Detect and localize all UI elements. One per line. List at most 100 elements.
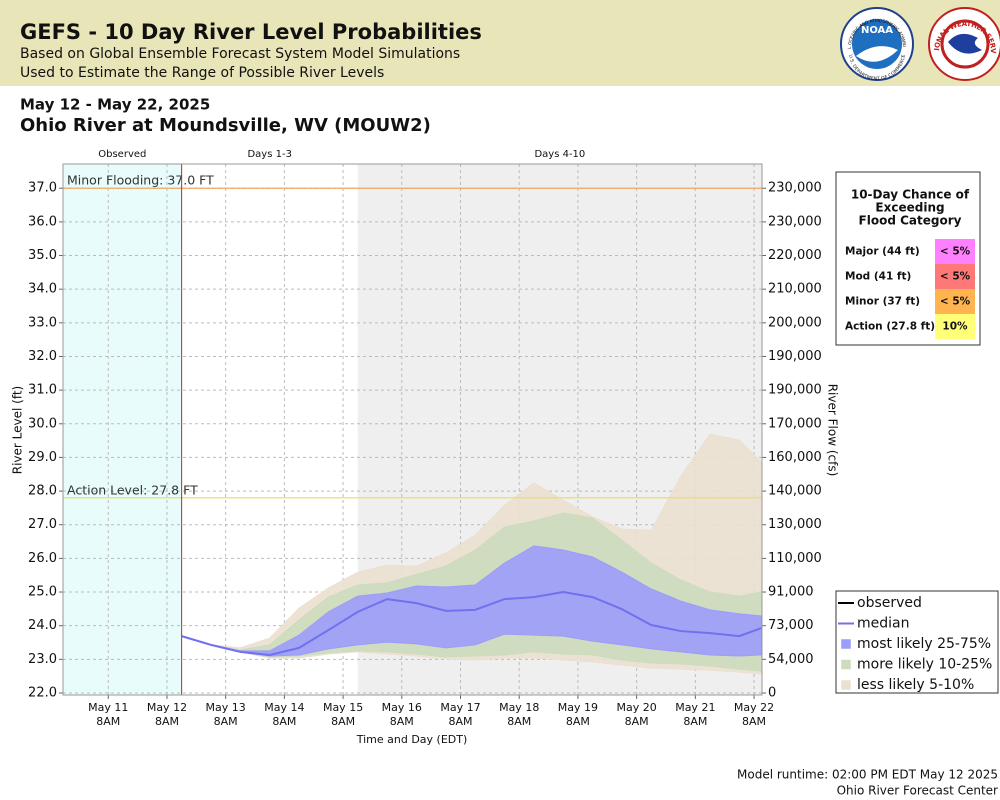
y-tick-label: 26.0 [28,551,57,566]
y-tick-label: 27.0 [28,517,57,532]
x-tick-label: 8AM [331,715,355,728]
y2-tick-label: 200,000 [768,315,822,330]
region [63,164,182,695]
legend-label: median [857,616,909,632]
y2-tick-label: 210,000 [768,282,822,297]
band [181,545,762,657]
region-label: Observed [98,149,146,160]
y-tick-label: 32.0 [28,349,57,364]
x-tick-label: May 15 [323,701,363,714]
logo-text: NOAA [861,25,893,36]
x-tick-label: 8AM [96,715,120,728]
y2-tick-label: 54,000 [768,652,814,667]
y-tick-label: 31.0 [28,383,57,398]
y2-tick-label: 140,000 [768,484,822,499]
y2-tick-label: 91,000 [768,585,814,600]
legend-swatch [841,639,851,649]
x-tick-label: 8AM [625,715,649,728]
subtitle: Based on Global Ensemble Forecast System… [20,46,460,62]
threshold-label: Action Level: 27.8 FT [67,482,198,497]
x-tick-label: 8AM [566,715,590,728]
x-tick-label: 8AM [742,715,766,728]
y-tick-label: 23.0 [28,652,57,667]
x-tick-label: May 11 [88,701,128,714]
x-tick-label: 8AM [448,715,472,728]
y-tick-label: 28.0 [28,484,57,499]
y-tick-label: 33.0 [28,315,57,330]
x-tick-label: May 20 [617,701,657,714]
title: GEFS - 10 Day River Level Probabilities [20,20,482,44]
y2-tick-label: 230,000 [768,214,822,229]
threshold-label: Minor Flooding: 37.0 FT [67,173,214,188]
y-tick-label: 25.0 [28,585,57,600]
station: Ohio River at Moundsville, WV (MOUW2) [20,115,431,136]
x-axis-label: Time and Day (EDT) [356,733,468,746]
table-cell [935,314,975,339]
table-cell [935,289,975,314]
x-tick-label: May 18 [499,701,539,714]
x-tick-label: May 19 [558,701,598,714]
x-tick-label: May 21 [675,701,715,714]
legend-swatch [841,680,851,690]
legend-label: most likely 25-75% [857,636,991,652]
y-tick-label: 36.0 [28,214,57,229]
y-axis-label: River Level (ft) [11,386,25,474]
table-category: Action (27.8 ft) [845,321,935,333]
table-title: 10-Day Chance of [851,188,970,202]
legend-swatch [841,659,851,670]
table-title: Flood Category [859,214,962,228]
x-tick-label: 8AM [683,715,707,728]
y2-tick-label: 110,000 [768,551,822,566]
header-band [0,0,1000,86]
y2-tick-label: 190,000 [768,349,822,364]
y2-axis-label: River Flow (cfs) [826,384,840,477]
table-title: Exceeding [875,201,944,215]
y-tick-label: 30.0 [28,416,57,431]
x-tick-label: May 22 [734,701,774,714]
y2-tick-label: 73,000 [768,618,814,633]
x-tick-label: 8AM [214,715,238,728]
table-category: Minor (37 ft) [845,296,920,308]
plot-border [62,163,763,696]
y2-tick-label: 170,000 [768,416,822,431]
x-tick-label: May 13 [206,701,246,714]
x-tick-label: 8AM [507,715,531,728]
y-tick-label: 34.0 [28,282,57,297]
legend-label: observed [857,595,922,611]
plot: Observed Days 1-3 Days 4-10 22.0 23.0 24.0 25.… [11,149,999,746]
y-tick-label: 35.0 [28,248,57,263]
y2-tick-label: 160,000 [768,450,822,465]
x-tick-label: 8AM [272,715,296,728]
footer: Model runtime: 02:00 PM EDT May 12 2025 [737,768,998,782]
x-tick-label: 8AM [155,715,179,728]
footer: Ohio River Forecast Center [837,784,998,798]
table-chance: < 5% [940,271,971,283]
region-label: Days 1-3 [247,149,291,160]
legend-label: less likely 5-10% [857,677,974,693]
y-tick-label: 37.0 [28,181,57,196]
table-chance: < 5% [940,246,971,258]
date-range: May 12 - May 22, 2025 [20,96,210,114]
y2-tick-label: 220,000 [768,248,822,263]
table-chance: < 5% [940,296,971,308]
region-label: Days 4-10 [534,149,585,160]
y-tick-label: 29.0 [28,450,57,465]
line [181,591,762,656]
x-tick-label: May 14 [264,701,304,714]
x-tick-label: May 12 [147,701,187,714]
x-tick-label: 8AM [390,715,414,728]
subtitle: Used to Estimate the Range of Possible R… [20,65,384,81]
table-chance: 10% [942,321,968,333]
legend [835,590,999,694]
table-category: Mod (41 ft) [845,271,911,283]
y2-tick-label: 0 [768,685,776,700]
table-cell [935,264,975,289]
y2-tick-label: 130,000 [768,517,822,532]
y2-tick-label: 190,000 [768,383,822,398]
y-tick-label: 22.0 [28,685,57,700]
table-cell [935,239,975,264]
x-tick-label: May 16 [382,701,422,714]
legend-label: more likely 10-25% [857,657,992,673]
